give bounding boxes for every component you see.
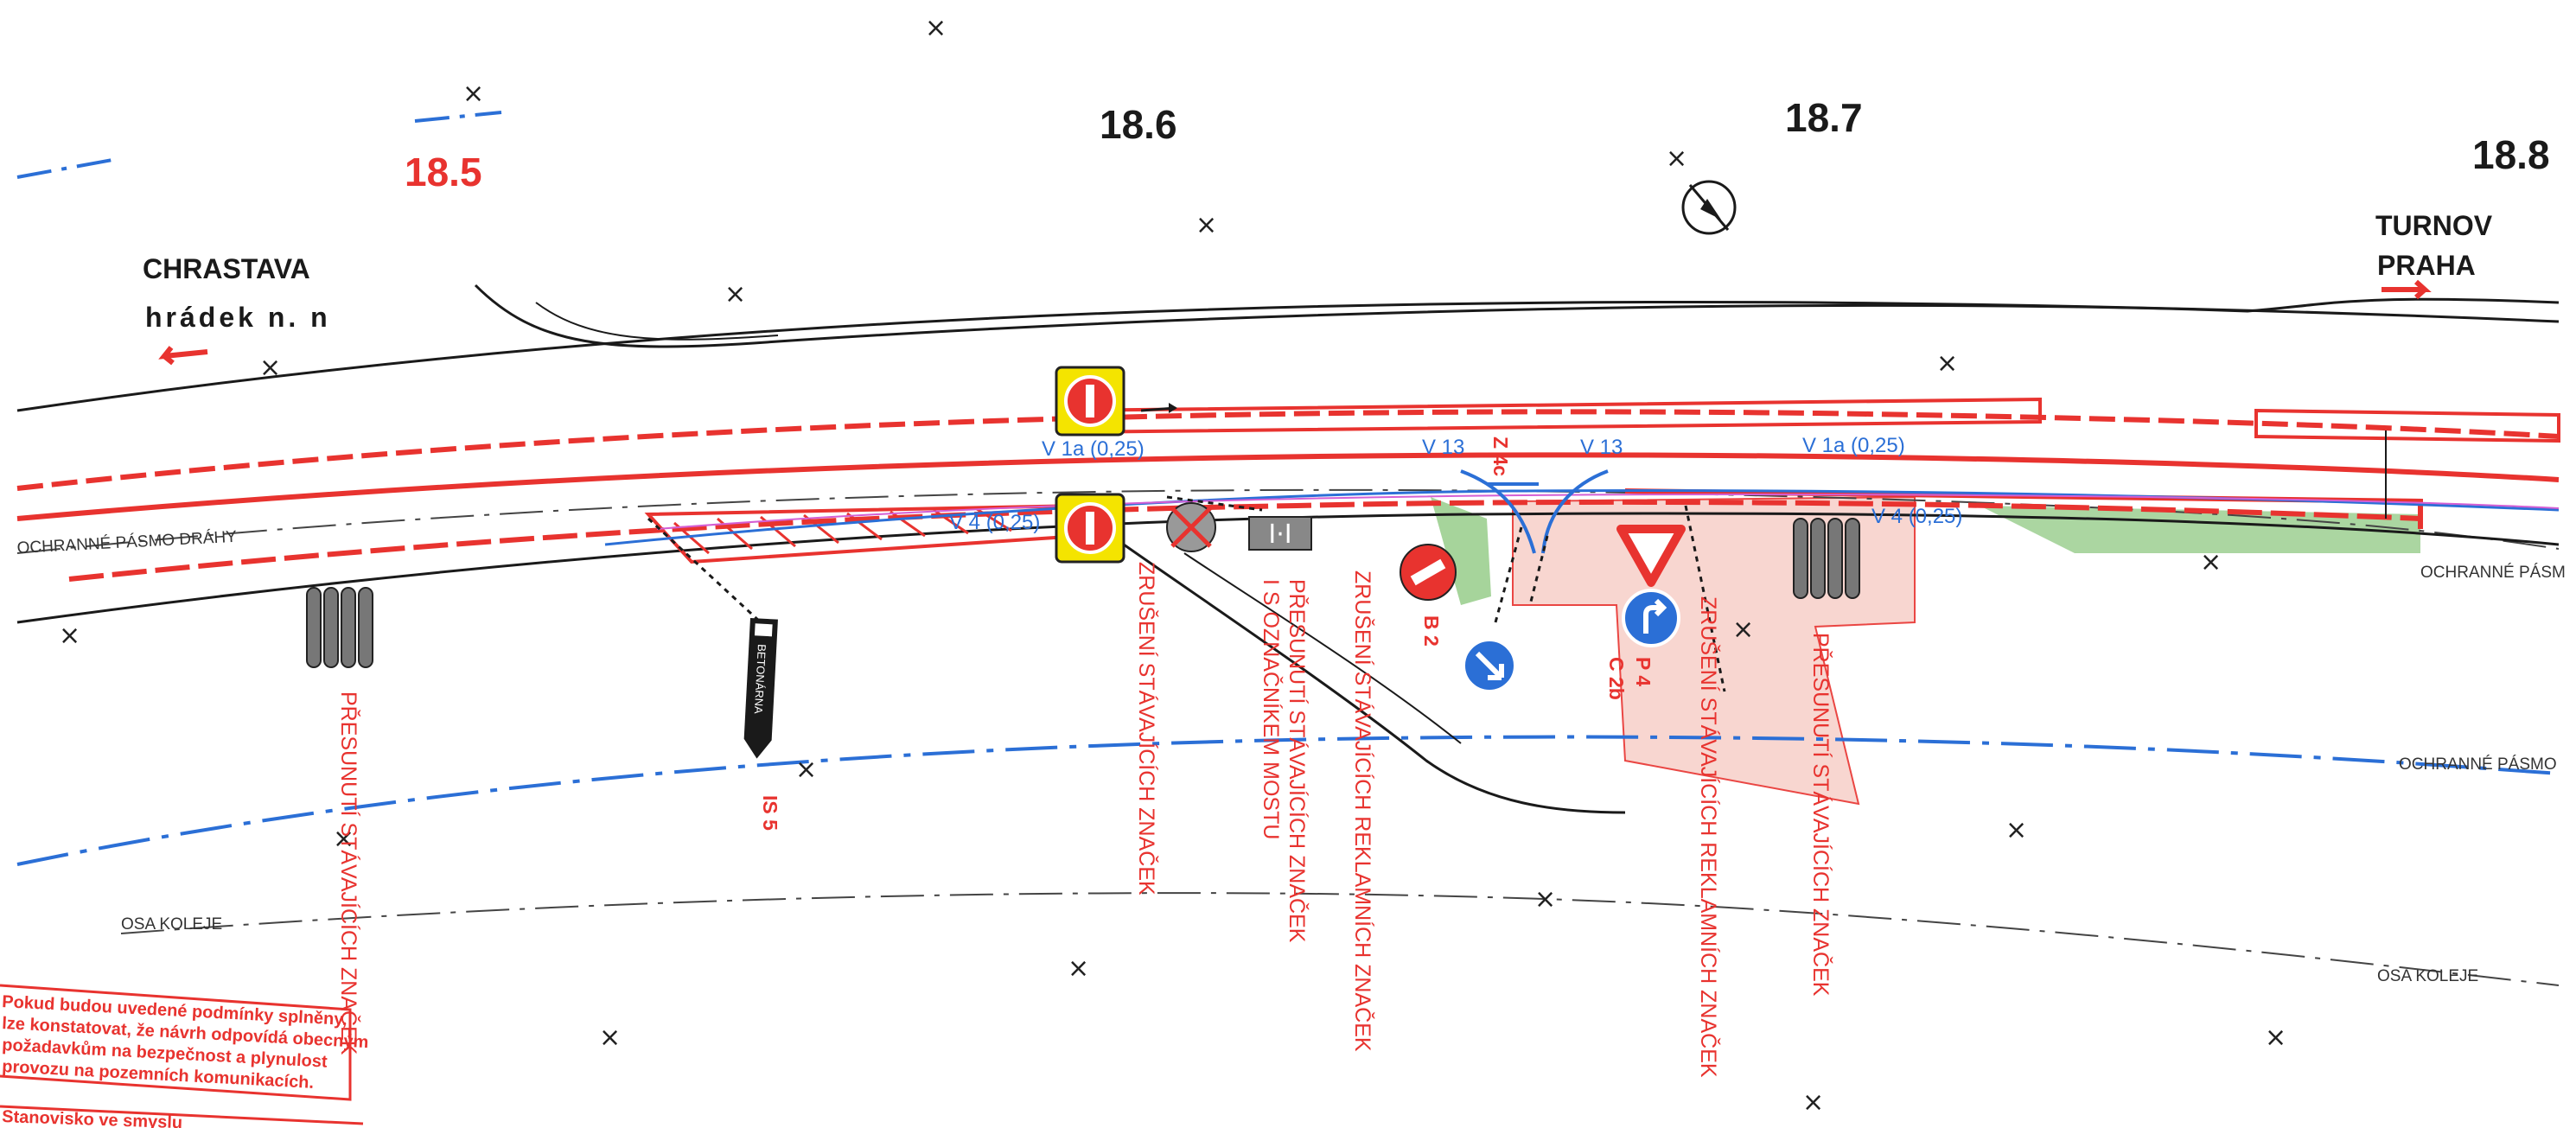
protection-zone-line-lower: [16, 735, 2560, 866]
note-move-signs-right: PŘESUNUTÍ STÁVAJÍCÍCH ZNAČEK: [1808, 633, 1833, 997]
road-upper-curb: [474, 284, 2560, 348]
note-cancel-ads-left: ZRUŠENÍ STÁVAJÍCÍCH REKLAMNÍCH ZNAČEK: [1350, 570, 1375, 1052]
leader-line-pink: [1684, 505, 1726, 692]
road-edge-top: [16, 300, 2560, 412]
b2-no-entry-sign: [1400, 544, 1457, 601]
svg-text:I·I: I·I: [1268, 519, 1291, 550]
protection-zone-label-right-top: OCHRANNÉ PÁSM: [2420, 564, 2566, 582]
protection-zone-label-left: OCHRANNÉ PÁSMO DRÁHY: [16, 528, 237, 558]
cancelled-sign-icon: [1166, 502, 1216, 552]
sign-post-group-left: [306, 587, 373, 668]
no-entry-sign-upper: [1055, 366, 1125, 437]
leader-line-betonarna: [647, 517, 762, 624]
km-marker-18-8: 18.8: [2472, 132, 2550, 177]
marking-z4c: Z 4c: [1489, 437, 1512, 476]
marking-v1a-left: V 1a (0,25): [1042, 437, 1145, 461]
marking-v4-right: V 4 (0,25): [1871, 505, 1962, 528]
marking-v13-right: V 13: [1580, 436, 1623, 459]
survey-point-icon: ×: [462, 79, 484, 109]
survey-point-icon: ×: [1936, 348, 1958, 379]
red-lane-marking-upper: [16, 409, 2560, 491]
turn-right-sign: [1622, 589, 1680, 647]
survey-point-icon: ×: [259, 353, 281, 383]
sign-code-p4: P 4: [1632, 657, 1655, 686]
note-move-signs-bridge-a: PŘESUNUTÍ STÁVAJÍCÍCH ZNAČEK: [1285, 579, 1310, 943]
green-area-junction: [1431, 497, 1491, 605]
direction-left-line1: CHRASTAVA: [143, 253, 310, 284]
sign-code-c2b: C 2b: [1605, 657, 1628, 700]
rail-axis-label-left: OSA KOLEJE: [121, 915, 222, 934]
survey-point-icon: ×: [2265, 1023, 2286, 1053]
km-marker-18-7: 18.7: [1785, 95, 1863, 140]
betonarna-label: BETONÁRNA: [752, 644, 768, 715]
red-lane-marking-lower: [68, 499, 2421, 582]
road-side-branch: [1123, 543, 1626, 814]
direction-right-line1: TURNOV: [2375, 210, 2493, 241]
approval-stamp: Pokud budou uvedené podmínky splněny, lz…: [0, 984, 369, 1128]
survey-point-icon: ×: [59, 621, 80, 651]
bridge-marker-sign-icon: I·I: [1248, 516, 1312, 551]
red-median-box-right: [2254, 408, 2560, 443]
survey-point-icon: ×: [333, 824, 354, 854]
survey-point-icon: ×: [1196, 210, 1217, 240]
marking-v1a-right: V 1a (0,25): [1802, 434, 1905, 457]
road-side-branch-inner: [1183, 552, 1462, 744]
sign-post-group-right: [1793, 518, 1860, 599]
km-marker-18-5: 18.5: [405, 150, 482, 194]
road-edge-bottom: [16, 512, 2560, 624]
marking-v13-left: V 13: [1422, 436, 1464, 459]
red-hatch-lines: [673, 507, 1012, 555]
road-upper-curb-inner: [535, 302, 779, 341]
protection-zone-line-upper-left: [16, 158, 113, 179]
note-move-signs-left: PŘESUNUTÍ STÁVAJÍCÍCH ZNAČEK: [336, 691, 361, 1055]
no-entry-sign-lower: [1055, 493, 1125, 564]
direction-arrow-right-icon: [2382, 279, 2432, 300]
sign-code-b2: B 2: [1420, 615, 1443, 647]
km-marker-18-6: 18.6: [1100, 102, 1177, 147]
stamp-line-5: Stanovisko ve smyslu: [2, 1107, 183, 1128]
note-move-signs-bridge-b: I S OZNAČNÍKEM MOSTU: [1259, 579, 1284, 839]
north-compass-icon: [1681, 180, 1737, 235]
betonarna-signpost: [743, 618, 778, 759]
survey-point-icon: ×: [795, 755, 817, 785]
marking-v4-left: V 4 (0,25): [949, 511, 1040, 534]
survey-point-icon: ×: [1732, 615, 1754, 645]
rail-axis-line-lower: [120, 892, 2560, 986]
survey-point-icon: ×: [1534, 884, 1556, 915]
red-lane-marking-middle: [16, 452, 2560, 521]
magenta-boundary-line: [656, 493, 2560, 530]
survey-point-icon: ×: [2005, 815, 2027, 845]
note-cancel-ads-right: ZRUŠENÍ STÁVAJÍCÍCH REKLAMNÍCH ZNAČEK: [1696, 596, 1721, 1078]
survey-point-icon: ×: [1068, 953, 1089, 984]
survey-point-icon: ×: [724, 279, 746, 309]
survey-point-icon: ×: [1802, 1087, 1824, 1118]
keep-right-sign: [1462, 638, 1517, 693]
leader-line-junction-b: [1528, 535, 1549, 606]
protection-zone-line-upper: [414, 111, 502, 123]
survey-point-icon: ×: [2200, 547, 2222, 577]
give-way-sign: [1616, 525, 1686, 587]
direction-left-line2: hrádek n. n: [145, 302, 331, 333]
rail-axis-label-right: OSA KOLEJE: [2377, 967, 2478, 985]
survey-point-icon: ×: [925, 13, 947, 43]
sign-code-is5: IS 5: [759, 795, 781, 831]
direction-right-line2: PRAHA: [2377, 250, 2476, 281]
survey-point-icon: ×: [599, 1023, 621, 1053]
note-cancel-signs: ZRUŠENÍ STÁVAJÍCÍCH ZNAČEK: [1134, 562, 1159, 895]
protection-zone-label-right-bottom: OCHRANNÉ PÁSMO: [2399, 755, 2557, 774]
small-arrow-upper-head: [1169, 403, 1177, 413]
survey-point-icon: ×: [1666, 143, 1687, 174]
direction-arrow-left-icon: [158, 346, 208, 366]
